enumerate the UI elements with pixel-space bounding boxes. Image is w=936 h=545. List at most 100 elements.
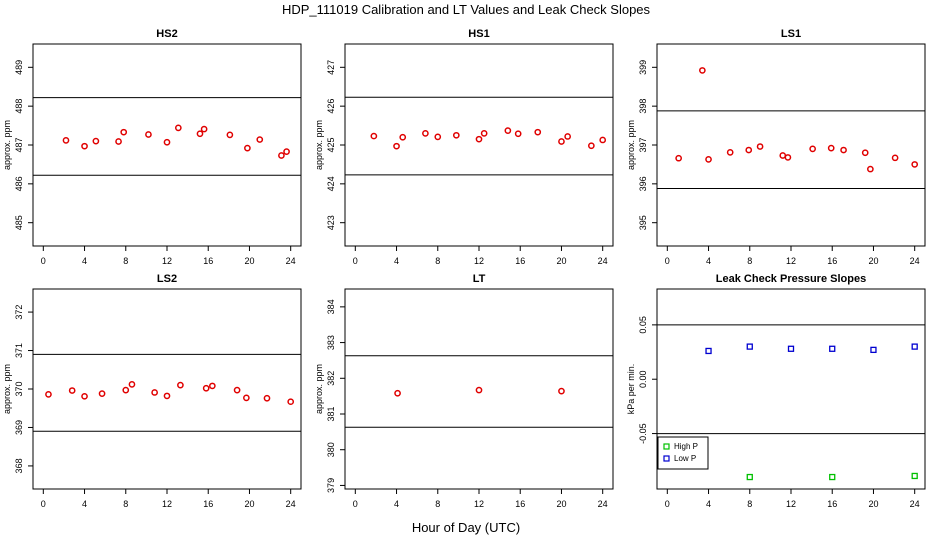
y-tick-label: -0.05: [638, 423, 648, 444]
x-tick-label: 24: [598, 499, 608, 509]
data-point: [911, 472, 918, 480]
x-tick-label: 16: [827, 256, 837, 266]
data-point: [756, 143, 764, 150]
y-axis-label: approx. ppm: [2, 364, 12, 414]
data-point: [588, 142, 595, 150]
y-axis-label: approx. ppm: [314, 364, 324, 414]
y-tick-label: 426: [326, 99, 336, 114]
y-tick-label: 368: [14, 458, 24, 473]
data-point: [475, 135, 483, 143]
y-tick-label: 381: [326, 406, 336, 421]
x-tick-label: 0: [41, 499, 46, 509]
data-point: [196, 130, 204, 138]
x-tick-label: 12: [786, 499, 796, 509]
y-tick-label: 423: [326, 215, 336, 230]
y-tick-label: 486: [14, 176, 24, 191]
x-tick-label: 12: [474, 499, 484, 509]
chart-panel-3: LS1 0 4 8 12 16 20 24 395 396 397 398 399 approx. ppm: [626, 28, 926, 266]
x-tick-label: 24: [910, 499, 920, 509]
panel-title: HS1: [468, 28, 489, 40]
data-point: [256, 136, 264, 143]
y-tick-label: 372: [14, 305, 24, 320]
figure-title: HDP_111019 Calibration and LT Values and…: [282, 2, 651, 17]
x-tick-label: 0: [665, 499, 670, 509]
figure-xlabel: Hour of Day (UTC): [412, 520, 520, 535]
data-point: [726, 149, 734, 156]
x-tick-label: 0: [353, 256, 358, 266]
y-tick-label: 380: [326, 442, 336, 457]
x-tick-label: 12: [786, 256, 796, 266]
x-tick-label: 20: [868, 499, 878, 509]
panel-title: LT: [473, 273, 486, 285]
x-tick-label: 16: [203, 256, 213, 266]
y-tick-label: 0.05: [638, 316, 648, 334]
y-tick-label: 371: [14, 343, 24, 358]
data-point: [861, 149, 869, 157]
data-point: [115, 138, 122, 145]
data-point: [809, 145, 816, 153]
data-point: [829, 473, 836, 481]
x-tick-label: 4: [82, 499, 87, 509]
data-point: [675, 154, 682, 162]
data-point: [81, 392, 88, 400]
y-tick-label: 487: [14, 137, 24, 152]
data-point: [558, 138, 565, 145]
data-point: [92, 137, 100, 145]
y-tick-label: 397: [638, 137, 648, 152]
chart-panel-5: LT 0 4 8 12 16 20 24 379 380 381 382 383 384 approx. p…: [314, 273, 614, 509]
data-point: [870, 346, 877, 354]
data-point: [829, 345, 836, 352]
x-tick-label: 4: [394, 256, 399, 266]
x-tick-label: 24: [910, 256, 920, 266]
data-point: [163, 138, 171, 146]
y-tick-label: 384: [326, 299, 336, 314]
x-tick-label: 8: [435, 499, 440, 509]
data-point: [370, 132, 378, 140]
legend-label: High P: [674, 442, 698, 451]
data-point: [163, 392, 171, 400]
data-point: [98, 390, 106, 397]
data-point: [827, 144, 835, 152]
data-point: [81, 142, 88, 150]
data-point: [746, 343, 753, 350]
x-tick-label: 16: [515, 499, 525, 509]
data-point: [475, 386, 483, 394]
panel-title: Leak Check Pressure Slopes: [716, 273, 866, 285]
data-point: [68, 387, 76, 394]
x-tick-label: 4: [394, 499, 399, 509]
y-axis-label: approx. ppm: [314, 120, 324, 170]
data-point: [122, 386, 130, 394]
y-tick-label: 488: [14, 99, 24, 114]
data-point: [174, 124, 182, 132]
x-tick-label: 8: [435, 256, 440, 266]
data-point: [45, 391, 52, 398]
x-tick-label: 24: [598, 256, 608, 266]
legend-label: Low P: [674, 454, 696, 463]
data-point: [145, 131, 152, 138]
panel-title: HS2: [156, 28, 177, 40]
y-tick-label: 382: [326, 371, 336, 386]
data-point: [558, 387, 565, 395]
data-point: [263, 394, 271, 402]
x-tick-label: 8: [747, 499, 752, 509]
legend-marker: [663, 443, 670, 450]
chart-panel-1: HS2 0 4 8 12 16 20 24 485 486 487 488 489 approx. ppm: [2, 28, 302, 266]
data-point: [891, 154, 899, 162]
x-tick-label: 16: [827, 499, 837, 509]
x-tick-label: 16: [203, 499, 213, 509]
x-tick-label: 20: [244, 256, 254, 266]
data-point: [705, 347, 712, 355]
chart-panel-4: LS2 0 4 8 12 16 20 24 368 369 370 371 372 approx. ppm: [2, 273, 302, 509]
x-tick-label: 24: [286, 256, 296, 266]
x-tick-label: 8: [747, 256, 752, 266]
legend-marker: [663, 455, 670, 462]
y-tick-label: 485: [14, 215, 24, 230]
data-point: [480, 129, 488, 137]
x-tick-label: 8: [123, 256, 128, 266]
data-point: [287, 398, 295, 406]
data-point: [394, 389, 401, 397]
y-tick-label: 399: [638, 60, 648, 75]
data-point: [393, 142, 400, 150]
x-tick-label: 0: [41, 256, 46, 266]
